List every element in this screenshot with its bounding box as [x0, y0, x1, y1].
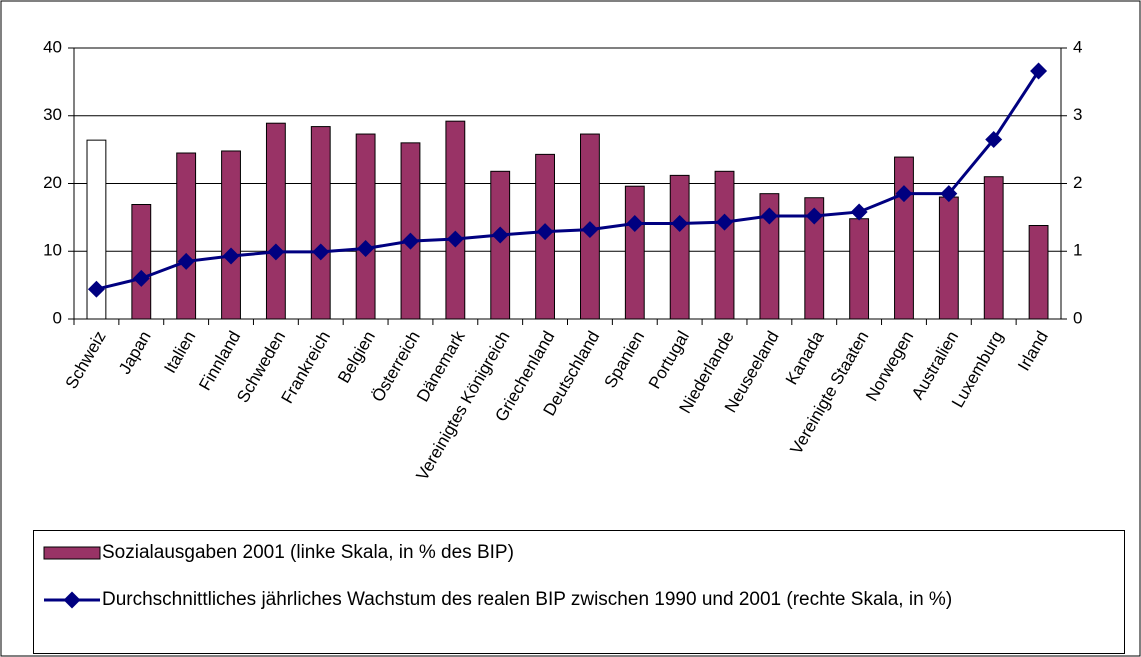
- bar: [894, 156, 914, 320]
- y2-tick-label: 1: [1073, 241, 1082, 260]
- line-marker: [581, 221, 599, 239]
- line-marker: [312, 243, 330, 261]
- y2-tick-label: 4: [1073, 37, 1082, 56]
- line-marker: [446, 230, 464, 248]
- x-tick-label: Kanada: [782, 327, 828, 388]
- y-tick-label: 20: [43, 173, 62, 192]
- x-tick-label: Irland: [1014, 328, 1052, 374]
- line-marker: [671, 214, 689, 232]
- y2-tick-label: 3: [1073, 105, 1082, 124]
- bar: [624, 185, 645, 320]
- x-tick-label: Finnland: [195, 328, 244, 394]
- line-marker: [267, 243, 285, 261]
- bar: [849, 218, 870, 320]
- line-marker: [87, 280, 105, 298]
- y-tick-label: 40: [43, 37, 62, 56]
- legend-entry: Sozialausgaben 2001 (linke Skala, in % d…: [42, 539, 514, 566]
- bar: [445, 120, 466, 320]
- legend-entry: Durchschnittliches jährliches Wachstum d…: [42, 586, 1122, 613]
- x-tick-label: Belgien: [334, 328, 379, 387]
- bar: [938, 196, 959, 320]
- line-marker: [716, 213, 734, 231]
- line-marker: [132, 269, 150, 287]
- line-marker: [760, 207, 778, 225]
- bar: [400, 142, 421, 320]
- bar: [714, 170, 735, 320]
- x-tick-label: Portugal: [645, 328, 693, 392]
- y2-tick-label: 2: [1073, 173, 1082, 192]
- y-tick-label: 30: [43, 105, 62, 124]
- line-marker: [850, 203, 868, 221]
- bar: [490, 170, 511, 320]
- line-marker: [985, 130, 1003, 148]
- bar: [265, 122, 286, 320]
- bar: [176, 152, 197, 320]
- bar: [983, 176, 1004, 320]
- line-marker: [626, 214, 644, 232]
- y2-tick-label: 0: [1073, 308, 1082, 327]
- y-tick-label: 10: [43, 241, 62, 260]
- legend-swatch: [43, 546, 101, 560]
- line-marker: [491, 226, 509, 244]
- bar: [669, 174, 690, 320]
- legend: Sozialausgaben 2001 (linke Skala, in % d…: [33, 530, 1125, 654]
- legend-label: Durchschnittliches jährliches Wachstum d…: [102, 589, 953, 610]
- line-marker: [1030, 62, 1048, 80]
- line-marker: [940, 185, 958, 203]
- line-marker: [177, 252, 195, 270]
- line: [96, 70, 1040, 291]
- line-marker: [357, 240, 375, 258]
- bar: [1028, 225, 1049, 320]
- line-marker: [222, 247, 240, 265]
- line-marker: [401, 232, 419, 250]
- bar: [310, 126, 331, 320]
- bar: [131, 204, 152, 320]
- legend-swatch: [44, 591, 100, 609]
- legend-label: Sozialausgaben 2001 (linke Skala, in % d…: [102, 542, 514, 563]
- y-tick-label: 0: [53, 308, 62, 327]
- x-tick-label: Spanien: [600, 328, 648, 392]
- line-marker: [805, 207, 823, 225]
- bar: [355, 133, 376, 320]
- line-marker: [895, 185, 913, 203]
- x-tick-label: Japan: [115, 328, 155, 378]
- x-tick-label: Schweiz: [62, 328, 110, 392]
- x-tick-label: Italien: [160, 328, 199, 377]
- bar: [221, 150, 241, 320]
- line-marker: [536, 223, 554, 241]
